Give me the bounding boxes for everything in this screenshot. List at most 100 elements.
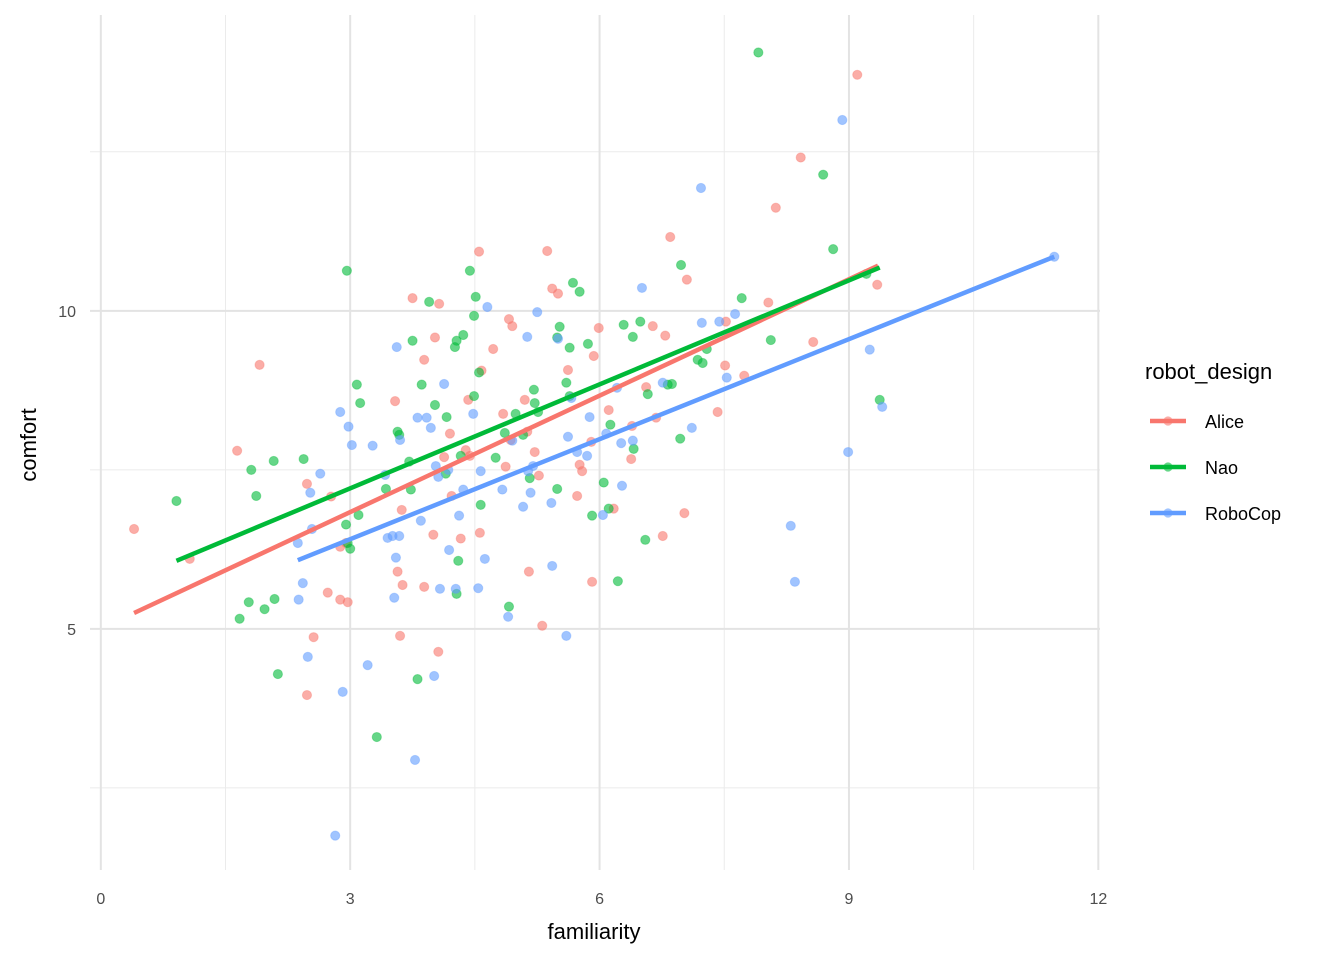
point-nao [675,259,687,271]
point-alice [852,69,863,80]
point-nao [818,169,829,180]
point-robocop [597,509,608,521]
point-robocop [517,501,529,512]
point-alice [439,452,450,463]
point-alice [681,274,692,285]
point-nao [605,419,616,430]
point-robocop [721,372,732,383]
point-robocop [362,660,373,671]
point-alice [419,354,430,365]
point-robocop [695,182,707,194]
point-nao [612,576,623,587]
point-nao [475,499,486,510]
point-nao [503,601,515,612]
point-robocop [337,686,348,697]
point-alice [665,231,676,243]
point-alice [433,646,444,657]
point-nao [272,668,283,680]
point-nao [529,397,540,409]
point-alice [322,587,333,598]
fit-lines [133,254,1056,616]
point-alice [770,202,781,213]
point-nao [355,397,366,409]
point-nao [416,379,427,390]
point-nao [269,593,280,605]
point-nao [407,335,418,346]
point-alice [533,470,544,481]
x-tick-label: 9 [845,891,854,908]
point-nao [351,379,362,390]
point-robocop [627,435,638,446]
point-nao [490,452,501,463]
point-alice [434,298,445,309]
point-alice [660,330,671,341]
point-robocop [439,378,450,390]
point-alice [529,446,540,458]
point-alice [719,360,731,371]
point-robocop [346,439,357,451]
point-robocop [302,651,313,662]
point-alice [712,406,723,418]
point-nao [345,543,356,554]
point-nao [765,334,776,346]
y-tick-label: 10 [58,304,76,321]
point-nao [552,483,563,495]
x-tick-label: 12 [1089,891,1107,908]
point-nao [464,265,475,276]
point-nao [470,291,481,302]
point-robocop [434,583,446,594]
point-robocop [367,440,378,451]
point-alice [419,581,430,593]
point-robocop [475,466,486,477]
point-nao [340,519,352,530]
point-robocop [468,408,479,419]
point-nao [628,443,639,454]
legend-label: RoboCop [1205,504,1281,524]
point-alice [342,597,353,608]
point-alice [647,320,658,332]
point-alice [572,490,583,502]
point-alice [397,579,408,591]
point-alice [872,279,883,290]
point-alice [429,332,441,343]
x-axis-title: familiarity [548,919,641,944]
point-robocop [616,480,628,491]
point-nao [567,277,579,288]
point-robocop [450,583,461,594]
point-nao [642,389,653,400]
legend-item-robocop: RoboCop [1150,504,1281,524]
point-nao [246,464,257,475]
point-robocop [394,530,405,542]
point-robocop [714,316,725,327]
legend-point-swatch [1163,508,1173,518]
point-nao [582,338,594,349]
point-nao [298,453,309,465]
point-nao [618,319,629,330]
point-robocop [473,583,484,594]
point-nao [561,377,572,388]
point-alice [473,246,485,257]
point-robocop [412,412,423,423]
point-robocop [522,331,533,342]
point-alice [586,576,598,587]
legend-item-nao: Nao [1150,458,1238,478]
point-robocop [305,487,316,498]
legend-label: Alice [1205,412,1244,432]
point-alice [455,533,466,544]
point-robocop [561,630,572,641]
fit-line-nao [175,265,881,563]
point-robocop [315,468,326,479]
point-alice [537,620,548,631]
point-robocop [864,344,875,355]
point-robocop [525,487,536,498]
x-tick-label: 6 [595,891,604,908]
point-robocop [532,306,543,318]
point-alice [488,343,499,355]
fit-line-robocop [296,254,1056,563]
point-nao [528,384,540,395]
point-robocop [409,754,421,766]
point-robocop [686,422,697,433]
point-nao [441,411,452,423]
point-robocop [636,282,648,294]
